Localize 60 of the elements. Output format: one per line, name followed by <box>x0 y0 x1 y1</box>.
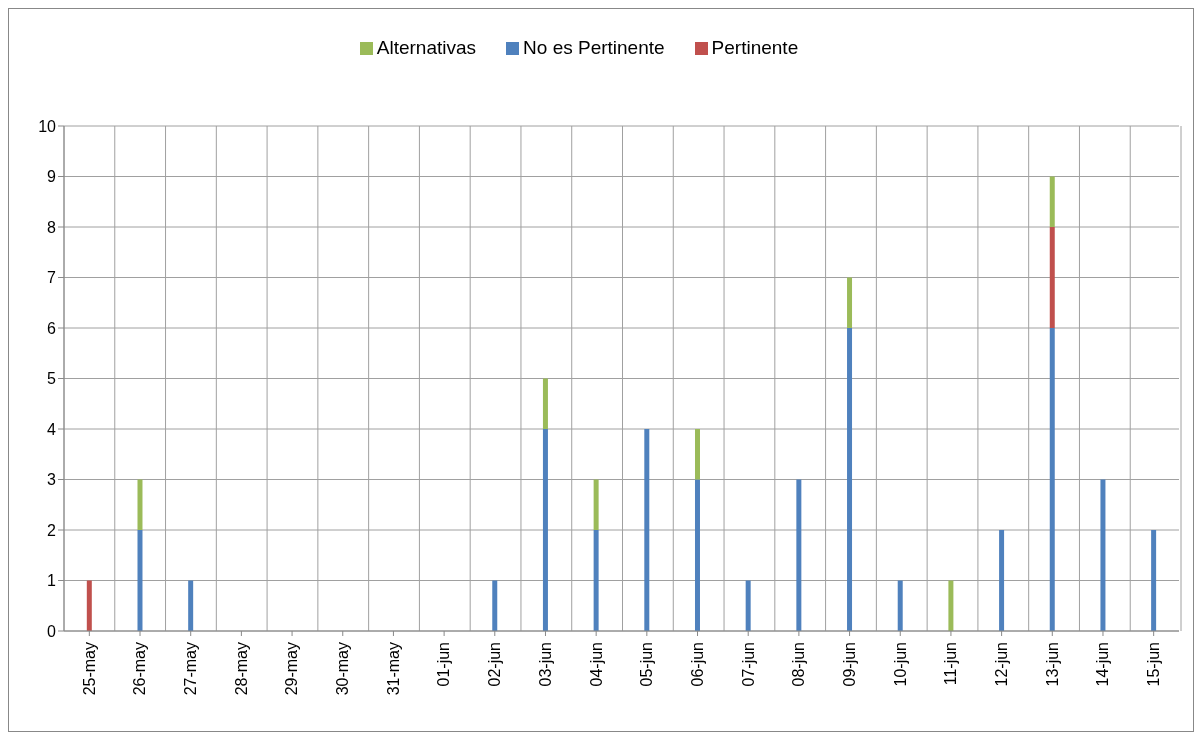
bar <box>86 580 92 631</box>
x-tick-label: 25-may <box>80 642 98 696</box>
bar <box>999 530 1005 631</box>
x-tick-label: 26-may <box>131 642 149 696</box>
legend-label: Pertinente <box>711 37 799 58</box>
x-tick-label: 07-jun <box>739 642 757 687</box>
y-tick-label: 1 <box>47 572 57 590</box>
bar <box>847 277 853 328</box>
bar <box>593 479 599 530</box>
bar <box>694 429 700 480</box>
y-tick-label: 5 <box>47 370 57 388</box>
legend-label: Alternativas <box>376 37 477 58</box>
x-tick-label: 02-jun <box>486 642 504 687</box>
y-tick-label: 9 <box>47 168 57 186</box>
x-tick-label: 12-jun <box>992 642 1010 687</box>
bar <box>1151 530 1157 631</box>
x-tick-label: 13-jun <box>1043 642 1061 687</box>
y-tick-label: 0 <box>47 622 57 640</box>
bar <box>897 580 903 631</box>
x-tick-label: 09-jun <box>840 642 858 687</box>
bar <box>137 530 143 631</box>
x-tick-label: 31-may <box>384 642 402 696</box>
x-tick-label: 27-may <box>182 642 200 696</box>
bar <box>542 378 548 429</box>
bar <box>188 580 194 631</box>
x-tick-label: 03-jun <box>536 642 554 687</box>
x-tick-label: 05-jun <box>638 642 656 687</box>
bar <box>1049 227 1055 328</box>
bar <box>796 479 802 631</box>
bar <box>644 429 650 631</box>
y-tick-label: 8 <box>47 218 57 236</box>
x-tick-label: 15-jun <box>1145 642 1163 687</box>
bar <box>492 580 498 631</box>
x-tick-label: 29-may <box>283 642 301 696</box>
bar <box>847 328 853 631</box>
bar <box>745 580 751 631</box>
bar <box>1049 328 1055 631</box>
bar <box>694 479 700 631</box>
bar <box>593 530 599 631</box>
x-tick-label: 01-jun <box>435 642 453 687</box>
x-tick-label: 06-jun <box>688 642 706 687</box>
x-tick-label: 10-jun <box>891 642 909 687</box>
x-tick-label: 04-jun <box>587 642 605 687</box>
x-tick-label: 08-jun <box>790 642 808 687</box>
x-tick-label: 28-may <box>232 642 250 696</box>
bar <box>1100 479 1106 631</box>
x-tick-label: 30-may <box>334 642 352 696</box>
legend-label: No es Pertinente <box>523 37 665 58</box>
y-tick-label: 2 <box>47 521 57 539</box>
bar <box>137 479 143 530</box>
y-tick-label: 7 <box>47 269 57 287</box>
bar <box>542 429 548 631</box>
y-tick-label: 4 <box>47 420 57 438</box>
bar <box>948 580 954 631</box>
x-tick-label: 14-jun <box>1094 642 1112 687</box>
y-tick-label: 3 <box>47 471 57 489</box>
y-tick-label: 10 <box>38 117 57 135</box>
x-tick-label: 11-jun <box>942 642 960 686</box>
bar <box>1049 176 1055 227</box>
y-tick-label: 6 <box>47 319 57 337</box>
